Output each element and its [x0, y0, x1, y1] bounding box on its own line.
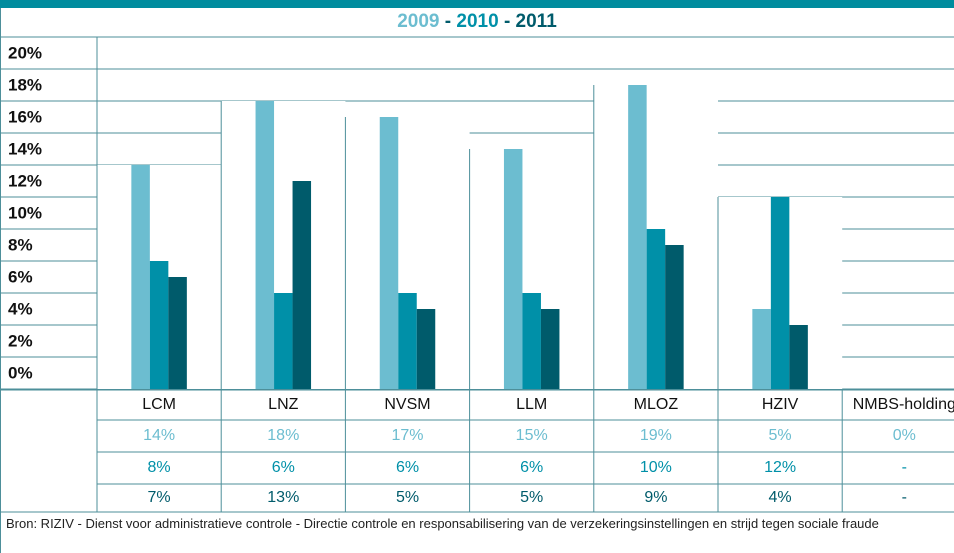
y-tick-label: 16% — [8, 107, 42, 126]
source: Bron: RIZIV - Dienst voor administratiev… — [6, 516, 879, 531]
y-tick-label: 18% — [8, 75, 42, 94]
legend-entry: 2011 — [516, 11, 558, 32]
value-label: 8% — [148, 459, 171, 476]
bar — [752, 309, 771, 389]
value-label: 17% — [391, 427, 423, 444]
bar — [379, 117, 399, 389]
bar — [540, 309, 560, 389]
bar — [416, 309, 436, 389]
x-tick-label: LCM — [142, 396, 176, 413]
value-label: 18% — [267, 427, 299, 444]
value-label: 0% — [893, 427, 916, 444]
bar — [168, 277, 187, 389]
x-tick-label: HZIV — [762, 396, 799, 413]
legend-separator: - — [445, 11, 451, 32]
value-label: 4% — [769, 489, 792, 506]
value-label: - — [902, 489, 907, 506]
x-tick-label: MLOZ — [634, 396, 679, 413]
bar — [503, 149, 523, 389]
legend: 2009 - 2010 - 2011 — [397, 11, 557, 32]
bar — [274, 293, 293, 389]
value-label: 9% — [644, 489, 667, 506]
value-label: 5% — [396, 489, 419, 506]
bar — [789, 325, 808, 389]
bar — [398, 293, 417, 389]
y-tick-label: 2% — [8, 331, 33, 350]
bar — [149, 261, 169, 389]
value-label: 7% — [148, 489, 171, 506]
value-label: - — [902, 459, 907, 476]
bar — [292, 181, 312, 389]
value-label: 5% — [520, 489, 543, 506]
bar — [646, 229, 666, 389]
bar — [522, 293, 541, 389]
value-label: 10% — [640, 459, 672, 476]
legend-entry: 2009 — [397, 11, 439, 32]
legend-separator: - — [504, 11, 510, 32]
bar — [131, 165, 150, 389]
x-tick-label: LNZ — [268, 396, 298, 413]
x-tick-label: LLM — [516, 396, 547, 413]
value-label: 13% — [267, 489, 299, 506]
value-label: 12% — [764, 459, 796, 476]
bar — [628, 85, 647, 389]
value-label: 15% — [516, 427, 548, 444]
value-label: 5% — [769, 427, 792, 444]
y-tick-label: 10% — [8, 203, 42, 222]
y-tick-label: 0% — [8, 363, 33, 382]
y-tick-label: 14% — [8, 139, 42, 158]
bar — [665, 245, 684, 389]
value-label: 19% — [640, 427, 672, 444]
value-label: 6% — [520, 459, 543, 476]
y-tick-label: 4% — [8, 299, 33, 318]
value-label: 14% — [143, 427, 175, 444]
x-tick-label: NVSM — [384, 396, 430, 413]
bar — [770, 197, 790, 389]
bar — [255, 101, 275, 389]
top-band — [0, 0, 954, 8]
y-tick-label: 8% — [8, 235, 33, 254]
value-label: 6% — [272, 459, 295, 476]
legend-entry: 2010 — [456, 11, 498, 32]
y-tick-label: 20% — [8, 43, 42, 62]
value-label: 6% — [396, 459, 419, 476]
y-tick-label: 6% — [8, 267, 33, 286]
y-tick-label: 12% — [8, 171, 42, 190]
x-tick-label: NMBS-holding — [853, 396, 954, 413]
